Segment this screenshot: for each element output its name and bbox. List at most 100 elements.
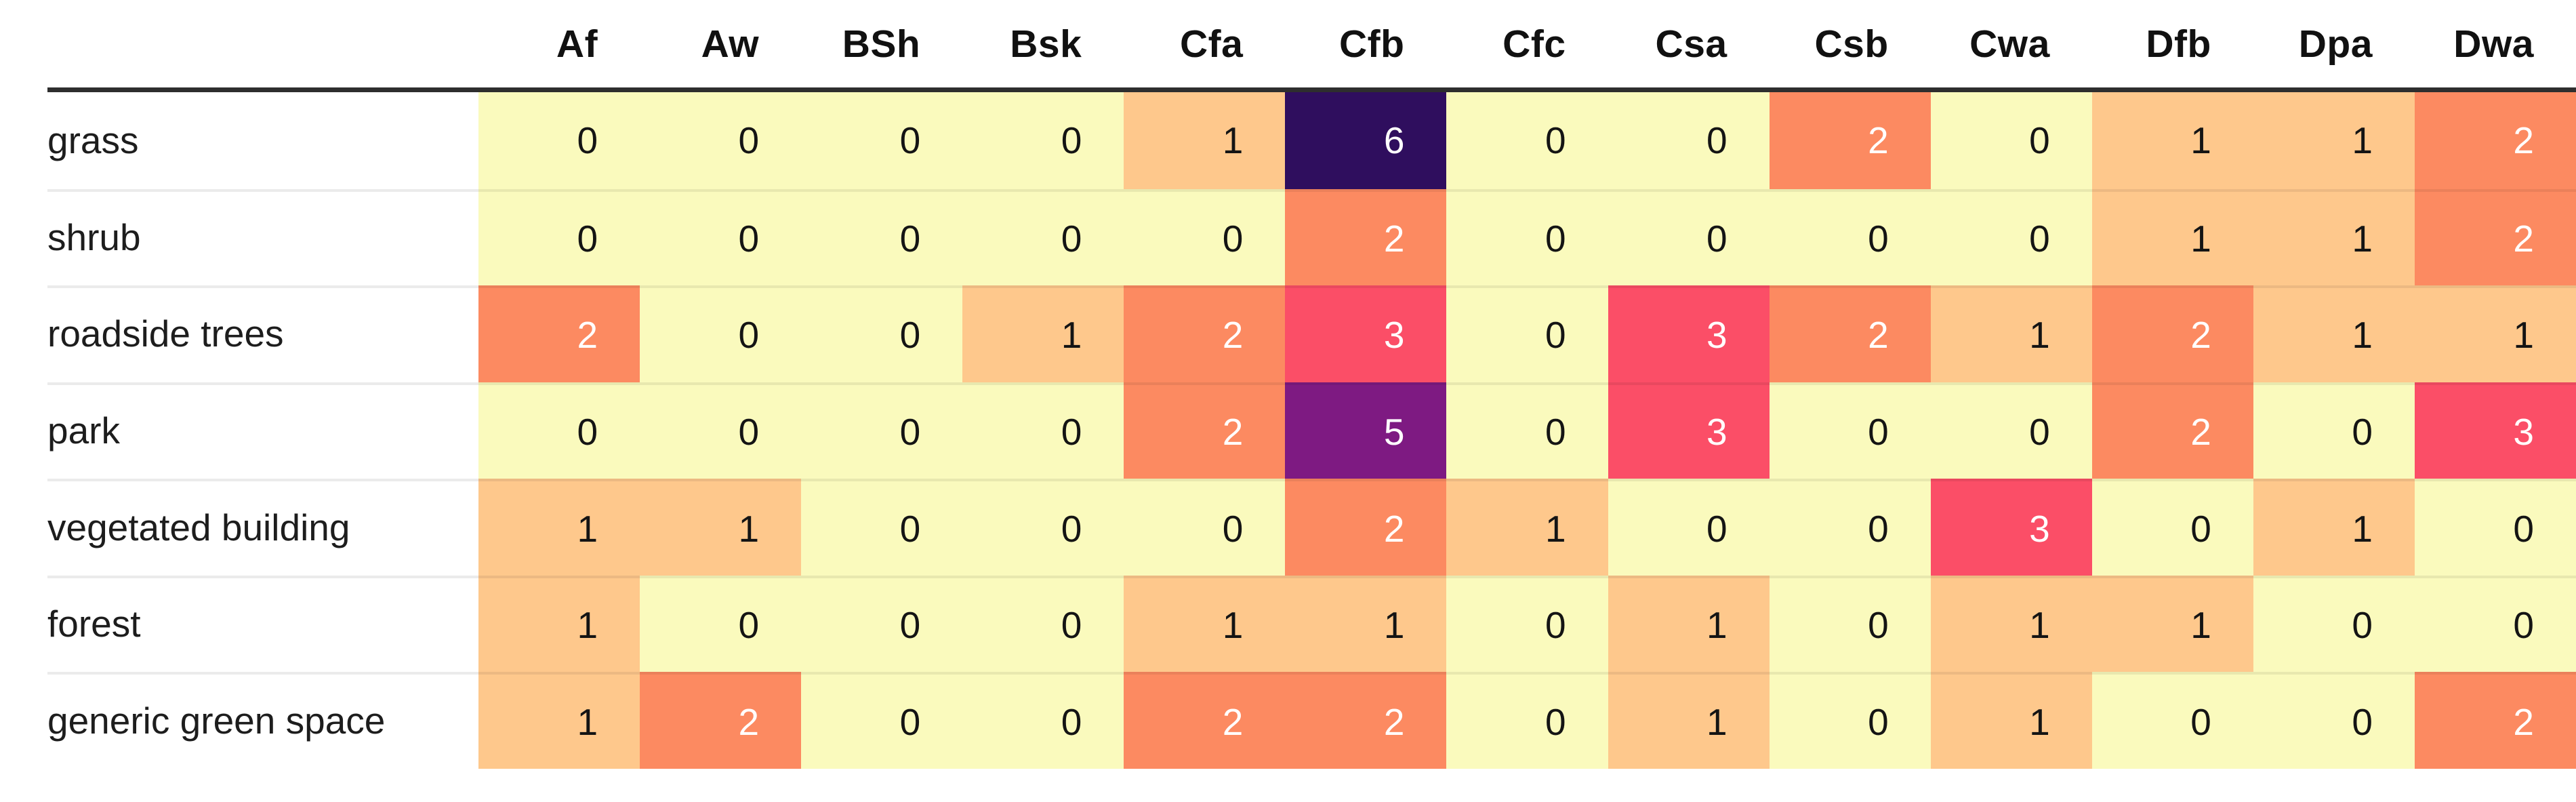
heatmap-cell: 1 <box>1446 479 1608 576</box>
heatmap-cell: 1 <box>1124 92 1286 189</box>
heatmap-cell: 2 <box>1285 188 1447 286</box>
heatmap-cell: 0 <box>801 188 963 286</box>
heatmap-cell: 0 <box>962 92 1124 189</box>
heatmap-cell: 5 <box>1285 382 1447 479</box>
header-rule <box>47 87 2576 92</box>
heatmap-cell: 0 <box>801 672 963 769</box>
heatmap-cell: 3 <box>1930 479 2092 576</box>
column-header: Cwa <box>1969 22 2050 66</box>
heatmap-cell: 0 <box>1124 188 1286 286</box>
heatmap-cell: 1 <box>2414 285 2576 382</box>
heatmap-cell: 0 <box>640 575 802 673</box>
heatmap-cell: 1 <box>1930 672 2092 769</box>
heatmap-cell: 0 <box>1769 188 1931 286</box>
heatmap-cell: 0 <box>962 672 1124 769</box>
heatmap-row: park 0 0 0 0 2 5 0 3 0 0 2 0 3 <box>0 382 2576 479</box>
column-header: Dwa <box>2453 22 2534 66</box>
row-label: grass <box>0 92 478 189</box>
heatmap-cell: 1 <box>1608 672 1770 769</box>
heatmap-cell: 0 <box>801 575 963 673</box>
heatmap-cell: 1 <box>478 672 640 769</box>
heatmap-cell: 3 <box>1285 285 1447 382</box>
heatmap-cell: 1 <box>478 479 640 576</box>
heatmap-cell: 0 <box>1930 188 2092 286</box>
heatmap-cell: 0 <box>962 575 1124 673</box>
heatmap-cell: 0 <box>478 382 640 479</box>
column-header: Cfa <box>1180 22 1244 66</box>
heatmap-cell: 0 <box>640 285 802 382</box>
heatmap-row: shrub 0 0 0 0 0 2 0 0 0 0 1 1 2 <box>0 188 2576 286</box>
heatmap-cell: 0 <box>1446 285 1608 382</box>
heatmap-cell: 0 <box>962 188 1124 286</box>
column-header: Cfc <box>1502 22 1566 66</box>
heatmap-cell: 2 <box>1124 672 1286 769</box>
heatmap-cell: 1 <box>1124 575 1286 673</box>
heatmap-cell: 3 <box>2414 382 2576 479</box>
heatmap-cell: 0 <box>2091 672 2253 769</box>
heatmap-cell: 2 <box>2414 188 2576 286</box>
corner-cell <box>0 0 478 87</box>
heatmap-cell: 0 <box>1446 672 1608 769</box>
heatmap-cell: 0 <box>962 382 1124 479</box>
heatmap-cell: 1 <box>1608 575 1770 673</box>
heatmap-cell: 0 <box>1769 672 1931 769</box>
column-header: Af <box>556 22 598 66</box>
heatmap-cell: 1 <box>1930 285 2092 382</box>
heatmap-cell: 0 <box>1446 575 1608 673</box>
heatmap-cell: 0 <box>1769 479 1931 576</box>
heatmap-cell: 0 <box>1446 382 1608 479</box>
heatmap-cell: 1 <box>478 575 640 673</box>
heatmap-cell: 0 <box>1930 382 2092 479</box>
heatmap-cell: 0 <box>478 92 640 189</box>
heatmap-cell: 3 <box>1608 382 1770 479</box>
heatmap-cell: 0 <box>801 479 963 576</box>
heatmap-cell: 0 <box>478 188 640 286</box>
heatmap-cell: 0 <box>2253 382 2415 479</box>
heatmap-cell: 0 <box>640 92 802 189</box>
column-header: Cfb <box>1338 22 1405 66</box>
heatmap-cell: 0 <box>1124 479 1286 576</box>
column-header: Aw <box>701 22 760 66</box>
heatmap-row: vegetated building 1 1 0 0 0 2 1 0 0 3 0 1 0 <box>0 479 2576 576</box>
heatmap-cell: 1 <box>2253 479 2415 576</box>
column-header: Csa <box>1655 22 1727 66</box>
row-label: shrub <box>0 188 478 286</box>
heatmap-cell: 1 <box>2253 188 2415 286</box>
heatmap-cell: 0 <box>1608 92 1770 189</box>
column-header: Dpa <box>2298 22 2373 66</box>
heatmap-cell: 0 <box>1608 479 1770 576</box>
heatmap-row: forest 1 0 0 0 1 1 0 1 0 1 1 0 0 <box>0 575 2576 673</box>
heatmap-cell: 1 <box>640 479 802 576</box>
heatmap-cell: 0 <box>2414 479 2576 576</box>
heatmap-cell: 0 <box>1608 188 1770 286</box>
heatmap-body: grass 0 0 0 0 1 6 0 0 2 0 1 1 2 shrub 0 0 0 0 0 2 0 0 0 0 1 1 2 road… <box>0 92 2576 769</box>
heatmap-cell: 1 <box>1285 575 1447 673</box>
heatmap-cell: 2 <box>2414 92 2576 189</box>
heatmap-cell: 0 <box>1930 92 2092 189</box>
column-header-row: Af Aw BSh Bsk Cfa Cfb Cfc Csa Csb Cwa Dfb Dpa Dwa <box>0 0 2576 87</box>
heatmap-cell: 0 <box>640 188 802 286</box>
row-label: vegetated building <box>0 479 478 576</box>
heatmap-cell: 2 <box>1769 92 1931 189</box>
heatmap-cell: 0 <box>1446 188 1608 286</box>
heatmap-cell: 1 <box>2253 92 2415 189</box>
heatmap-row: generic green space 1 2 0 0 2 2 0 1 0 1 0 0 2 <box>0 672 2576 769</box>
row-label: generic green space <box>0 672 478 769</box>
row-label: roadside trees <box>0 285 478 382</box>
heatmap-cell: 3 <box>1608 285 1770 382</box>
heatmap-cell: 1 <box>2091 575 2253 673</box>
heatmap-cell: 1 <box>1930 575 2092 673</box>
heatmap-cell: 2 <box>2414 672 2576 769</box>
column-header: Bsk <box>1010 22 1082 66</box>
heatmap-row: grass 0 0 0 0 1 6 0 0 2 0 1 1 2 <box>0 92 2576 189</box>
heatmap-cell: 0 <box>801 382 963 479</box>
heatmap-cell: 0 <box>1769 382 1931 479</box>
heatmap-cell: 0 <box>1769 575 1931 673</box>
heatmap-cell: 2 <box>1285 479 1447 576</box>
heatmap-cell: 6 <box>1285 92 1447 189</box>
heatmap-cell: 1 <box>2253 285 2415 382</box>
column-header: BSh <box>842 22 921 66</box>
heatmap-cell: 0 <box>2414 575 2576 673</box>
heatmap-cell: 2 <box>2091 382 2253 479</box>
